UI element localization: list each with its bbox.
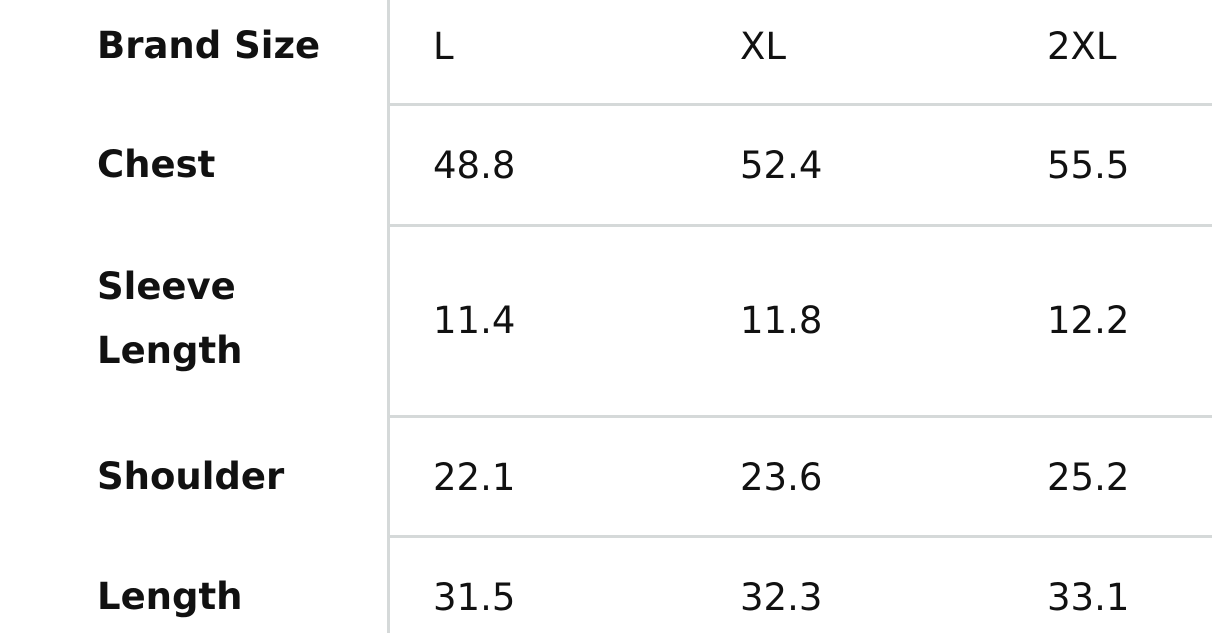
row-header: Shoulder <box>97 455 285 498</box>
table-row: Sleeve Length 11.4 11.8 12.2 <box>0 255 1212 385</box>
table-row: Shoulder 22.1 23.6 25.2 <box>0 445 1212 509</box>
row-header: Sleeve Length <box>97 265 243 372</box>
table-cell: 25.2 <box>1047 455 1130 499</box>
table-row: Length 31.5 32.3 33.1 <box>0 565 1212 629</box>
row-header: Length <box>97 575 243 618</box>
table-cell: 48.8 <box>433 143 516 187</box>
table-cell: XL <box>740 24 786 68</box>
table-cell: 32.3 <box>740 575 823 619</box>
row-divider <box>390 224 1212 227</box>
table-cell: 11.4 <box>433 298 516 342</box>
row-header: Brand Size <box>97 24 321 67</box>
table-cell: 22.1 <box>433 455 516 499</box>
table-cell: 23.6 <box>740 455 823 499</box>
table-cell: 52.4 <box>740 143 823 187</box>
table-cell: 31.5 <box>433 575 516 619</box>
table-cell: 11.8 <box>740 298 823 342</box>
table-cell: 12.2 <box>1047 298 1130 342</box>
row-header: Chest <box>97 143 216 186</box>
row-divider <box>390 415 1212 418</box>
table-row: Chest 48.8 52.4 55.5 <box>0 133 1212 197</box>
column-divider <box>387 0 390 633</box>
row-divider <box>390 535 1212 538</box>
table-row: Brand Size L XL 2XL <box>0 14 1212 78</box>
table-cell: 33.1 <box>1047 575 1130 619</box>
table-cell: L <box>433 24 454 68</box>
table-cell: 2XL <box>1047 24 1117 68</box>
row-divider <box>390 103 1212 106</box>
table-cell: 55.5 <box>1047 143 1130 187</box>
